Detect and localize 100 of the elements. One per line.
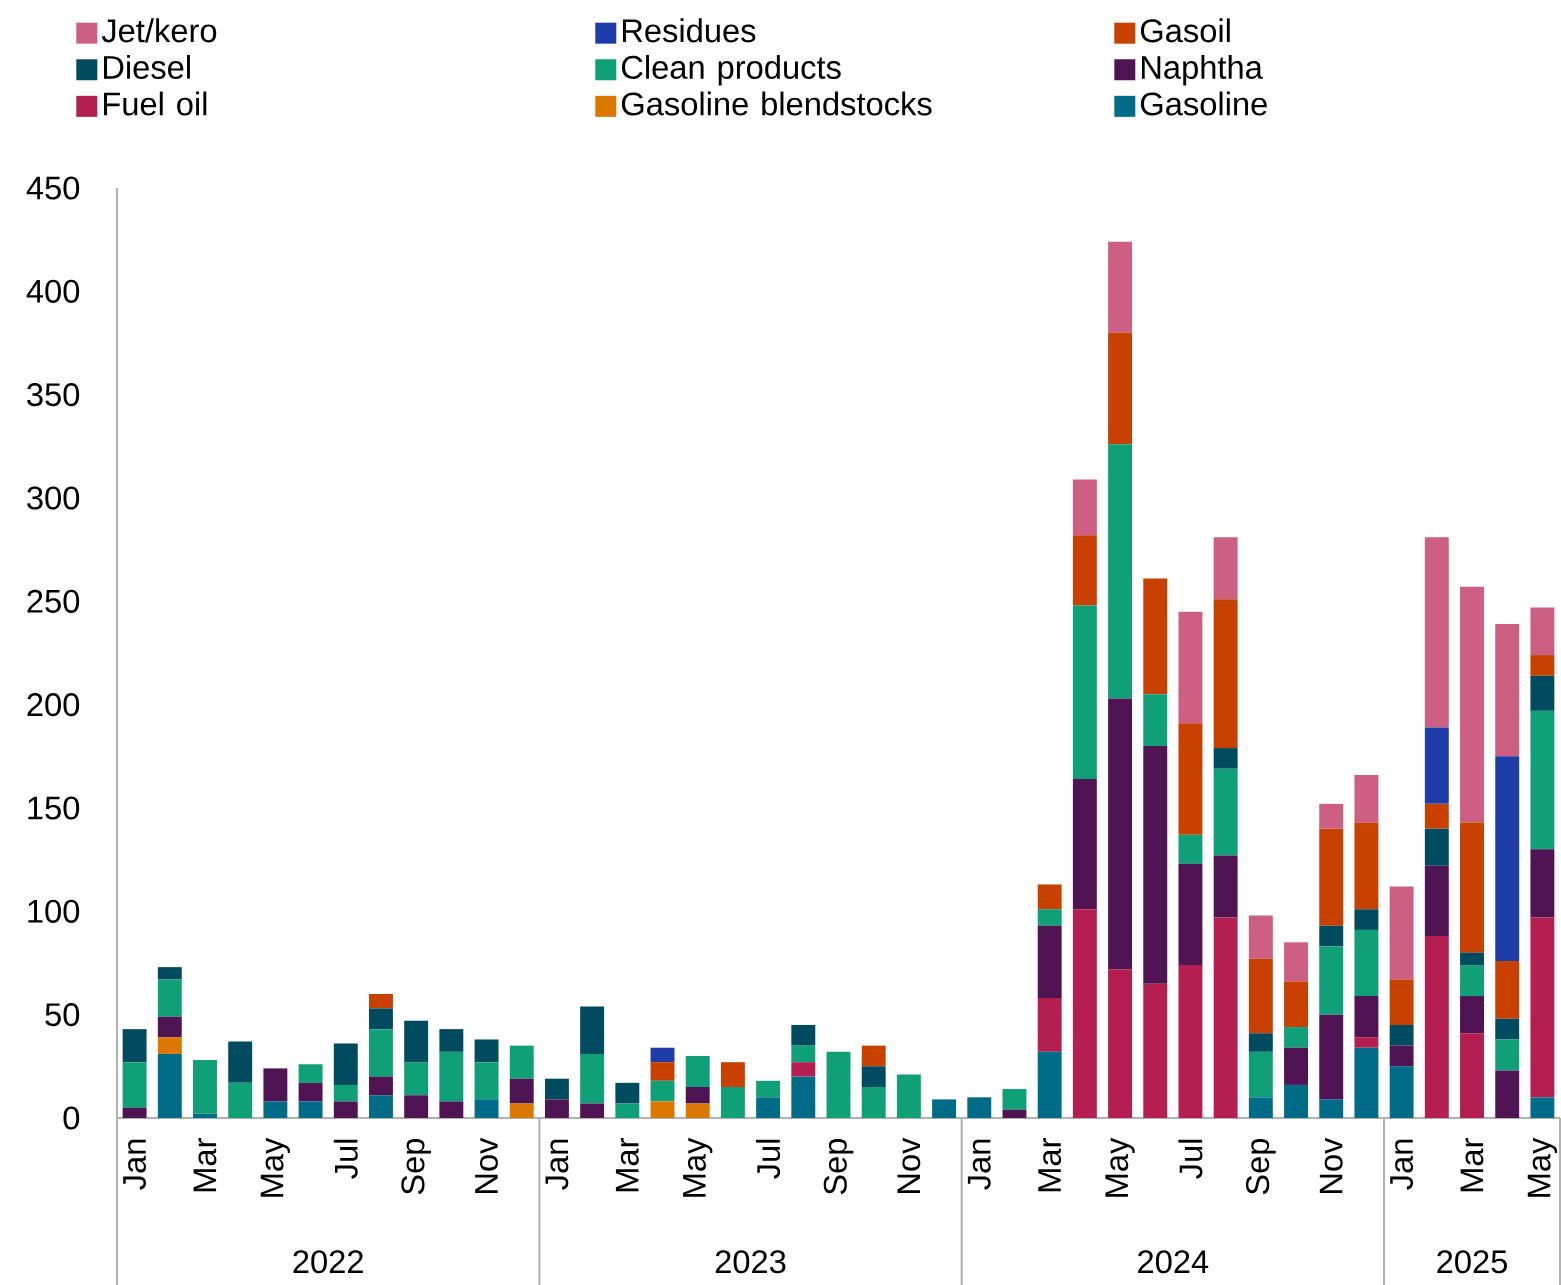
y-tick-label: 150	[28, 796, 80, 820]
bar	[685, 1103, 710, 1118]
bar	[509, 1045, 534, 1079]
bar	[615, 1103, 640, 1118]
bar	[1389, 979, 1414, 1025]
bar	[1213, 768, 1238, 856]
bar	[369, 1008, 393, 1030]
bar	[1319, 828, 1344, 926]
bar	[1495, 1018, 1520, 1040]
bar	[1354, 822, 1379, 910]
bar	[1354, 774, 1379, 823]
bar	[1460, 1033, 1484, 1118]
bar	[509, 1078, 534, 1104]
bar	[650, 1062, 675, 1081]
y-tick-label: 450	[26, 176, 80, 200]
x-tick-label: Sep	[823, 1138, 854, 1195]
bar	[1143, 746, 1168, 984]
bar	[1460, 952, 1484, 966]
bar	[791, 1076, 816, 1118]
bar	[896, 1074, 921, 1118]
bar	[122, 1107, 147, 1118]
bar	[1002, 1109, 1027, 1118]
bar	[157, 1016, 182, 1038]
text: 2024	[1138, 1250, 1209, 1274]
bar	[1354, 996, 1379, 1038]
x-tick-label: Sep	[1246, 1138, 1276, 1195]
bar	[1072, 479, 1097, 536]
bar	[1319, 925, 1344, 947]
bar	[1213, 599, 1238, 749]
bar	[333, 1101, 358, 1118]
x-tick-label: Nov	[897, 1137, 921, 1194]
text: 2025	[1437, 1250, 1507, 1274]
bar	[404, 1020, 429, 1063]
bar	[580, 1053, 605, 1104]
bar	[1424, 803, 1449, 829]
bar	[861, 1086, 886, 1118]
bar	[439, 1051, 464, 1102]
bar	[1424, 865, 1449, 937]
bar	[298, 1082, 323, 1102]
x-tick-label: Nov	[1319, 1137, 1343, 1194]
bar	[1319, 946, 1344, 1015]
bar	[263, 1068, 288, 1102]
bar	[404, 1095, 429, 1118]
bar	[157, 967, 182, 980]
bar	[439, 1101, 464, 1118]
bar	[1389, 886, 1414, 980]
bar	[1072, 605, 1097, 780]
legend-label: Gasoline	[1140, 91, 1267, 116]
bar	[1389, 1045, 1414, 1067]
y-tick-label: 50	[45, 1003, 80, 1027]
x-tick-label: May	[260, 1137, 291, 1197]
bar	[439, 1029, 464, 1052]
bar	[1072, 909, 1097, 1118]
bar	[1354, 929, 1379, 997]
bar	[157, 1053, 182, 1118]
bar	[1495, 1039, 1520, 1071]
bar	[1108, 444, 1133, 699]
bar	[1284, 981, 1308, 1028]
bar	[1037, 884, 1062, 910]
bar	[1143, 694, 1168, 746]
bar	[650, 1047, 675, 1063]
legend-label: Naphtha	[1141, 54, 1263, 86]
bar	[1037, 925, 1062, 999]
text: 2022	[293, 1250, 363, 1274]
bar	[1495, 960, 1520, 1019]
text: 2023	[715, 1250, 786, 1274]
bar	[791, 1045, 816, 1063]
bar	[369, 1029, 393, 1077]
bar	[1108, 698, 1133, 970]
bar	[474, 1039, 499, 1063]
x-tick-label: Mar	[1038, 1138, 1062, 1192]
bar	[756, 1097, 781, 1118]
bar	[580, 1006, 605, 1054]
bar	[1248, 1051, 1273, 1098]
legend-label: Jet/kero	[101, 18, 217, 43]
bar	[1178, 611, 1203, 724]
bar	[720, 1086, 745, 1118]
bar	[404, 1062, 429, 1096]
bar	[1530, 1097, 1555, 1118]
bar	[1213, 855, 1238, 918]
bar	[298, 1101, 323, 1118]
bar	[861, 1045, 886, 1067]
bar	[1389, 1024, 1414, 1046]
x-tick-label: May	[1105, 1137, 1135, 1197]
bar	[720, 1062, 745, 1087]
legend-label: Fuel oil	[104, 91, 207, 116]
bar	[122, 1062, 147, 1108]
x-tick-label: Jul	[756, 1139, 781, 1179]
bar	[932, 1099, 957, 1118]
bar	[1530, 655, 1555, 676]
x-tick-label: May	[683, 1137, 713, 1197]
bar	[263, 1101, 288, 1118]
x-tick-label: Jul	[333, 1139, 358, 1179]
bar	[157, 979, 182, 1017]
bar	[333, 1043, 358, 1085]
bar	[157, 1037, 182, 1054]
bar	[1108, 332, 1133, 445]
bar	[1284, 1084, 1308, 1118]
bar	[1037, 909, 1062, 926]
bar	[369, 1095, 393, 1118]
